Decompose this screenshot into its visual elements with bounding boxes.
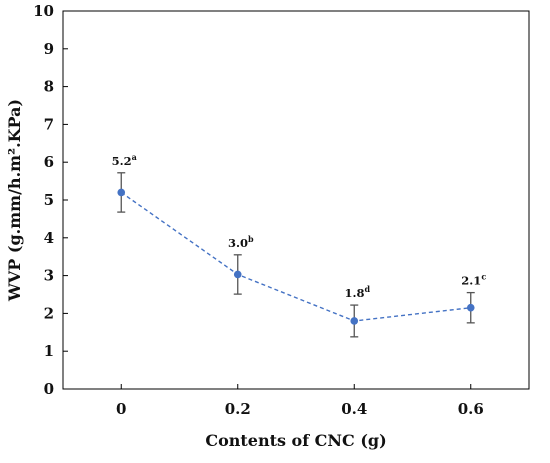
y-tick-label: 9 — [44, 40, 54, 58]
data-point — [233, 270, 242, 279]
data-point — [117, 188, 126, 197]
y-tick-label: 3 — [44, 267, 54, 285]
plot-area-frame — [62, 10, 530, 390]
x-tick-label: 0 — [116, 400, 126, 418]
y-tick-label: 1 — [44, 342, 54, 360]
x-axis: 0 0.2 0.4 0.6 — [116, 384, 484, 418]
y-axis: 0 1 2 3 4 5 6 7 8 9 10 — [33, 2, 68, 398]
data-label-superscript: d — [364, 284, 370, 294]
data-label-superscript: c — [481, 272, 486, 282]
data-label-superscript: a — [132, 152, 137, 162]
y-tick-label: 7 — [44, 115, 54, 133]
y-tick-label: 4 — [44, 229, 54, 247]
data-label-value: 1.8 — [344, 286, 364, 300]
data-point — [466, 303, 475, 312]
data-label: 1.8d — [344, 284, 370, 300]
data-label: 5.2a — [112, 152, 137, 168]
data-label: 2.1c — [461, 272, 486, 288]
data-label-value: 2.1 — [461, 274, 481, 288]
data-point — [350, 317, 359, 325]
x-axis-title: Contents of CNC (g) — [205, 431, 386, 450]
y-tick-label: 8 — [44, 78, 54, 96]
x-tick-label: 0.6 — [458, 400, 484, 418]
y-tick-label: 5 — [44, 191, 54, 209]
x-tick-label: 0.4 — [341, 400, 367, 418]
data-label-value: 5.2 — [112, 154, 132, 168]
y-axis-title: WVP (g.mm/h.m².KPa) — [5, 99, 24, 302]
series-layer: 5.2a 3.0b 1.8d 2.1c — [112, 152, 486, 338]
data-label-value: 3.0 — [228, 236, 248, 250]
data-label: 3.0b — [228, 234, 254, 250]
data-label-superscript: b — [248, 234, 254, 244]
y-tick-label: 6 — [44, 153, 54, 171]
x-tick-label: 0.2 — [225, 400, 251, 418]
y-tick-label: 0 — [44, 380, 54, 398]
y-tick-label: 2 — [44, 304, 54, 322]
series-line — [120, 191, 471, 322]
y-tick-label: 10 — [33, 2, 54, 20]
